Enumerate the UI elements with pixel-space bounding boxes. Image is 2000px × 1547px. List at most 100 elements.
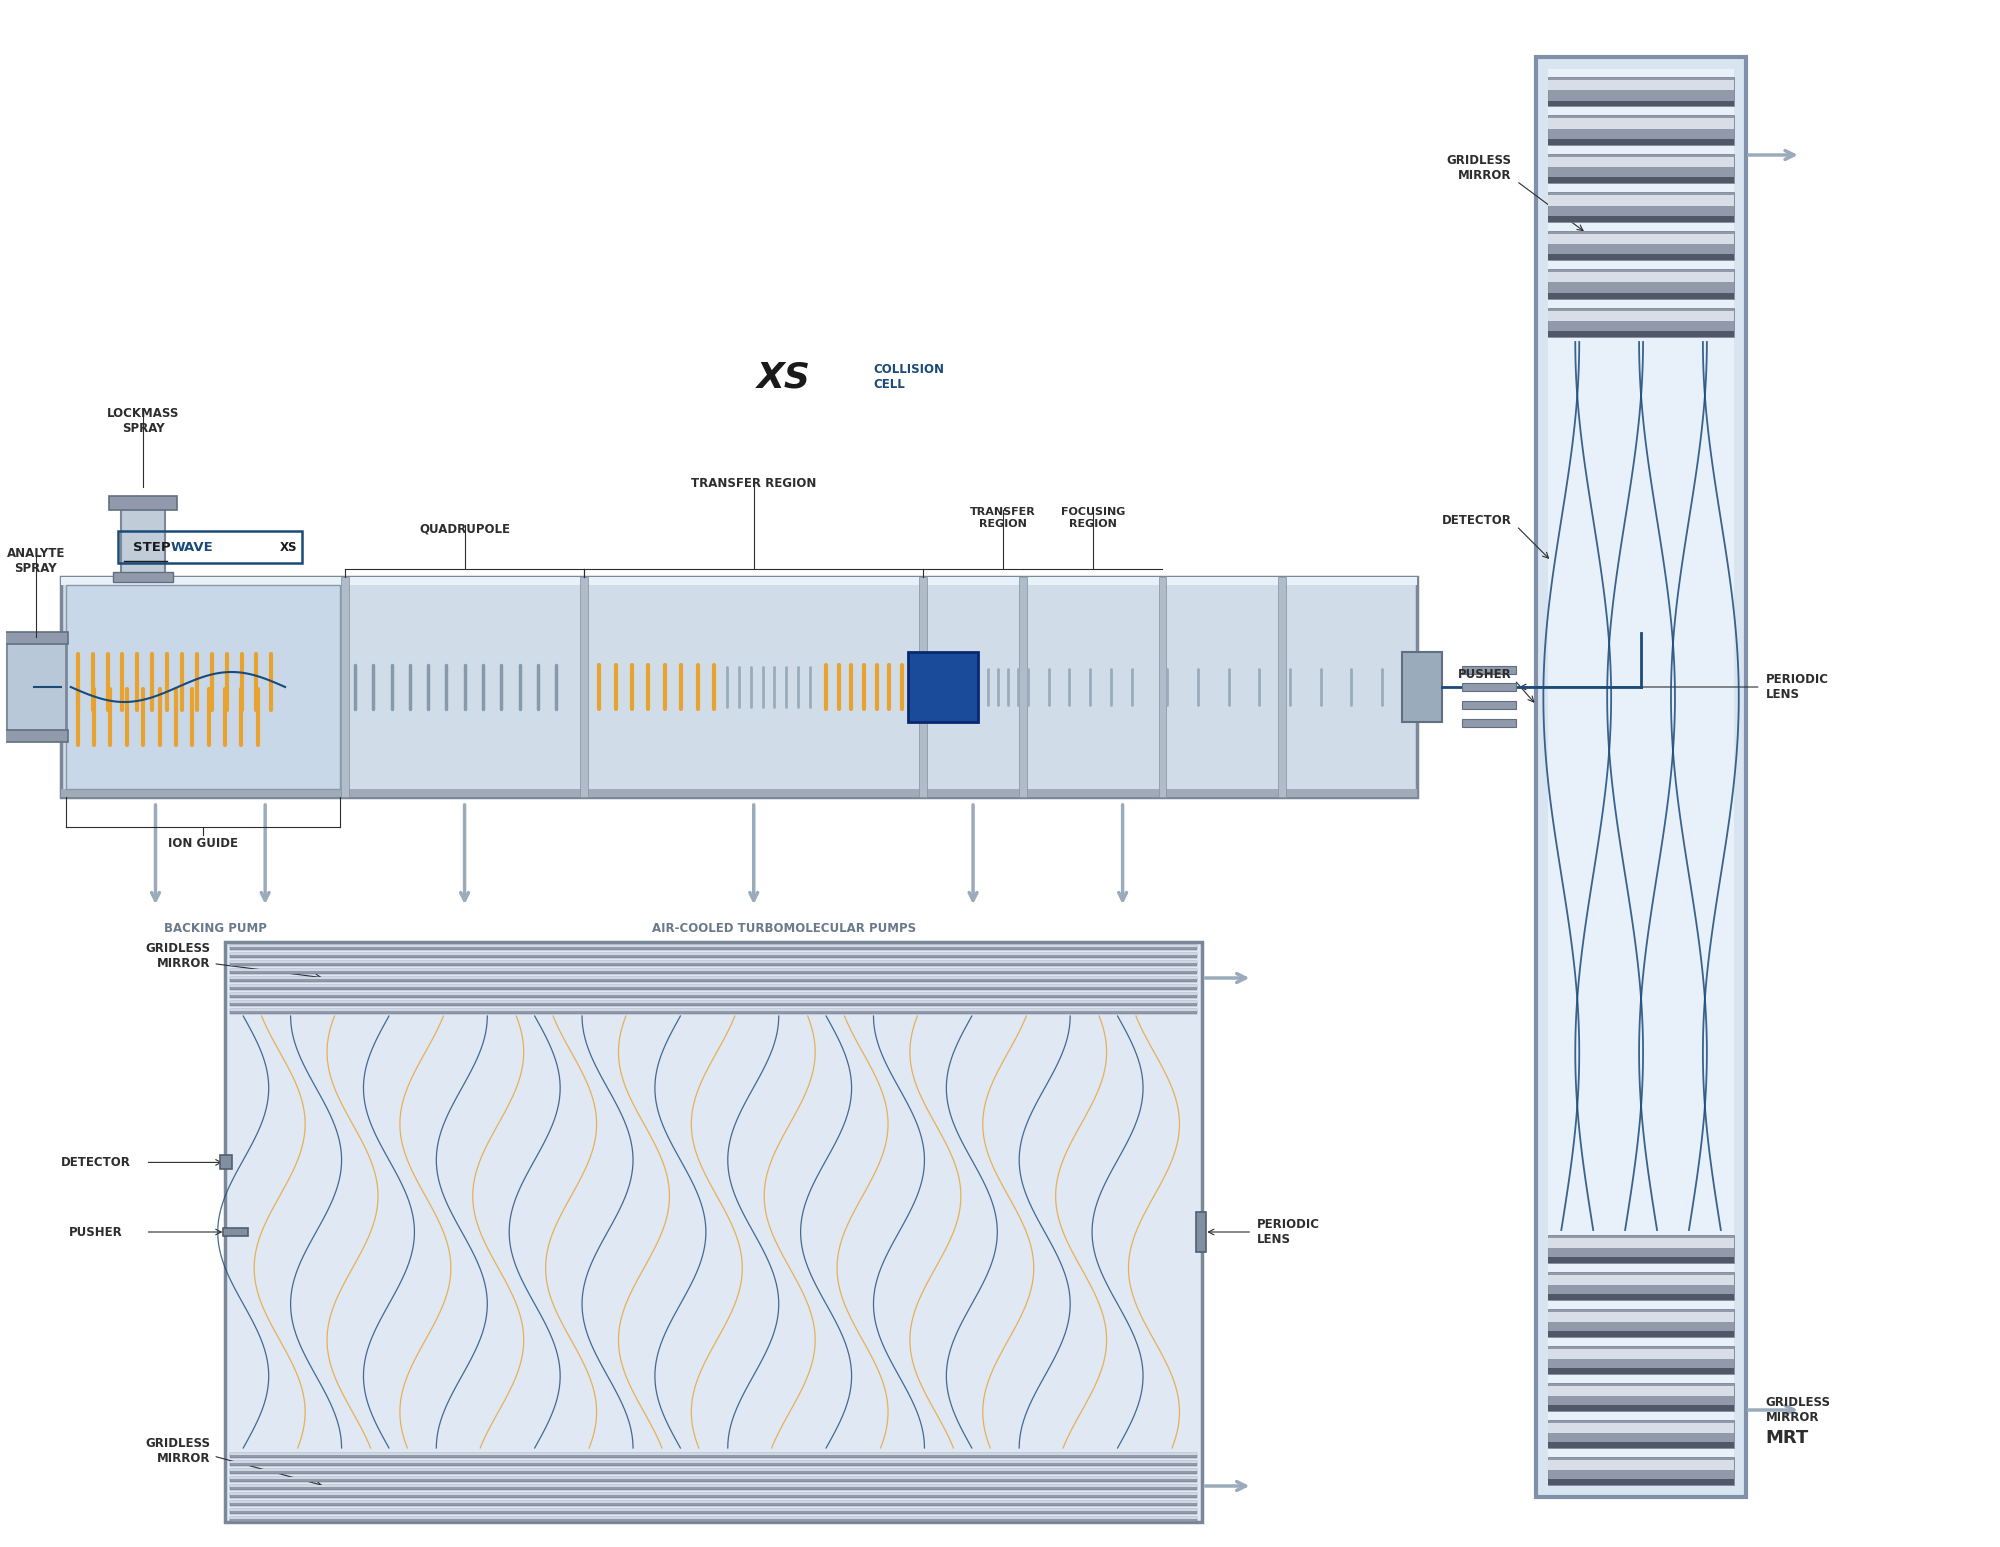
- Text: ANALYTE
SPRAY: ANALYTE SPRAY: [6, 548, 66, 575]
- Bar: [230, 953, 1198, 958]
- Bar: [230, 993, 1198, 995]
- Bar: [1548, 1479, 1734, 1485]
- Bar: [1548, 178, 1734, 183]
- Bar: [6, 642, 66, 732]
- Bar: [1548, 1420, 1734, 1448]
- Bar: [1548, 1405, 1734, 1411]
- Bar: [230, 1453, 1198, 1456]
- Bar: [120, 501, 166, 577]
- Bar: [60, 577, 1416, 797]
- Bar: [920, 577, 928, 797]
- Text: PERIODIC
LENS: PERIODIC LENS: [1766, 673, 1828, 701]
- Text: XS: XS: [280, 540, 298, 554]
- Bar: [1548, 153, 1734, 183]
- Bar: [230, 1501, 1198, 1504]
- Text: COLLISION
CELL: COLLISION CELL: [874, 364, 944, 391]
- Bar: [230, 945, 1198, 947]
- Bar: [230, 1493, 1198, 1496]
- Bar: [1548, 1346, 1734, 1374]
- Bar: [4, 633, 68, 644]
- Bar: [230, 1510, 1198, 1511]
- Bar: [230, 1468, 1198, 1474]
- Bar: [1548, 1309, 1734, 1337]
- Bar: [230, 1508, 1198, 1515]
- Bar: [1548, 1258, 1734, 1262]
- Bar: [230, 1485, 1198, 1490]
- Text: GRIDLESS
MIRROR: GRIDLESS MIRROR: [1766, 1395, 1830, 1423]
- Text: GRIDLESS
MIRROR: GRIDLESS MIRROR: [1446, 155, 1512, 183]
- Text: GRIDLESS
MIRROR: GRIDLESS MIRROR: [146, 942, 210, 970]
- Bar: [1548, 139, 1734, 145]
- Text: MRT: MRT: [1766, 1429, 1808, 1446]
- Bar: [1548, 231, 1734, 260]
- Bar: [1548, 119, 1734, 128]
- Bar: [230, 985, 1198, 987]
- Bar: [230, 1009, 1198, 1013]
- Text: TRANSFER REGION: TRANSFER REGION: [692, 476, 816, 490]
- Bar: [1548, 1349, 1734, 1358]
- Text: GRIDLESS
MIRROR: GRIDLESS MIRROR: [146, 1437, 210, 1465]
- Bar: [230, 1485, 1198, 1487]
- Bar: [230, 976, 1198, 982]
- Bar: [230, 945, 1198, 950]
- Bar: [1548, 1423, 1734, 1433]
- Bar: [1548, 192, 1734, 221]
- Bar: [230, 961, 1198, 964]
- Bar: [1548, 269, 1734, 299]
- Bar: [230, 1460, 1198, 1467]
- Bar: [230, 1462, 1198, 1463]
- Bar: [230, 968, 1198, 975]
- Bar: [1018, 577, 1026, 797]
- Bar: [1548, 1332, 1734, 1337]
- Bar: [340, 577, 348, 797]
- Text: FOCUSING
REGION: FOCUSING REGION: [1060, 507, 1124, 529]
- Bar: [60, 577, 1416, 585]
- Bar: [1548, 1275, 1734, 1284]
- Bar: [580, 577, 588, 797]
- Text: LOCKMASS
SPRAY: LOCKMASS SPRAY: [106, 407, 180, 435]
- Bar: [224, 1228, 248, 1236]
- Bar: [1548, 1235, 1734, 1262]
- Bar: [230, 961, 1198, 965]
- Bar: [226, 942, 1202, 1522]
- Bar: [230, 1001, 1198, 1006]
- Text: STEP: STEP: [132, 540, 170, 554]
- Bar: [230, 1001, 1198, 1002]
- Bar: [1548, 331, 1734, 337]
- Bar: [1462, 684, 1516, 692]
- Text: PUSHER: PUSHER: [1458, 668, 1512, 682]
- Bar: [908, 651, 978, 722]
- Bar: [230, 985, 1198, 990]
- Bar: [1548, 1312, 1734, 1321]
- Bar: [1548, 1460, 1734, 1470]
- Bar: [1548, 234, 1734, 244]
- Bar: [118, 531, 302, 563]
- Bar: [66, 585, 340, 789]
- Bar: [230, 1516, 1198, 1522]
- Bar: [1196, 1211, 1206, 1252]
- Bar: [1548, 1442, 1734, 1448]
- Bar: [230, 970, 1198, 972]
- Bar: [1548, 272, 1734, 283]
- Text: XS: XS: [756, 360, 810, 394]
- Bar: [230, 1501, 1198, 1505]
- Bar: [1548, 308, 1734, 337]
- Bar: [1548, 101, 1734, 107]
- Bar: [230, 993, 1198, 998]
- Bar: [1548, 116, 1734, 145]
- Bar: [1278, 577, 1286, 797]
- Bar: [220, 1156, 232, 1170]
- Bar: [1548, 77, 1734, 107]
- Text: PERIODIC
LENS: PERIODIC LENS: [1258, 1217, 1320, 1245]
- Bar: [60, 789, 1416, 797]
- Bar: [1548, 195, 1734, 206]
- Bar: [230, 1009, 1198, 1012]
- Bar: [1548, 1457, 1734, 1485]
- Text: QUADRUPOLE: QUADRUPOLE: [420, 521, 510, 535]
- Bar: [230, 1477, 1198, 1482]
- Bar: [1548, 217, 1734, 221]
- Bar: [1402, 651, 1442, 722]
- Bar: [1548, 1369, 1734, 1374]
- Text: BACKING PUMP: BACKING PUMP: [164, 922, 266, 934]
- Bar: [230, 1470, 1198, 1471]
